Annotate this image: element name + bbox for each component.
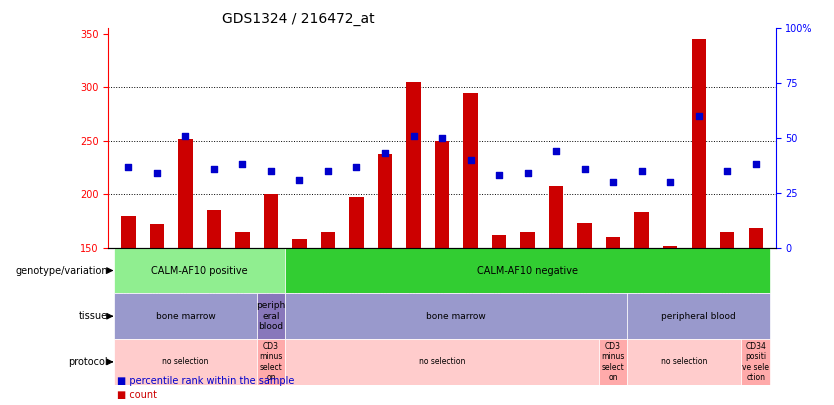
Point	[236, 161, 249, 168]
Text: protocol: protocol	[68, 357, 108, 367]
Point	[550, 148, 563, 154]
Text: ■ count: ■ count	[117, 390, 157, 400]
Bar	[741, 339, 770, 385]
Bar	[577, 223, 591, 248]
Bar	[435, 141, 450, 248]
Point	[379, 150, 392, 157]
Point	[578, 166, 591, 172]
Point	[749, 161, 762, 168]
Bar	[635, 212, 649, 248]
Bar	[627, 339, 741, 385]
Text: CD34
positi
ve sele
ction: CD34 positi ve sele ction	[742, 342, 769, 382]
Point	[521, 170, 535, 176]
Point	[606, 179, 620, 185]
Bar	[114, 293, 257, 339]
Point	[464, 157, 477, 163]
Point	[664, 179, 677, 185]
Text: no selection: no selection	[419, 357, 465, 367]
Point	[435, 135, 449, 141]
Point	[492, 172, 505, 179]
Text: no selection: no selection	[661, 357, 707, 367]
Bar	[257, 293, 285, 339]
Text: CD3
minus
select
on: CD3 minus select on	[259, 342, 283, 382]
Bar	[599, 339, 627, 385]
Bar	[464, 92, 478, 248]
Bar	[663, 245, 677, 248]
Point	[207, 166, 220, 172]
Point	[178, 132, 192, 139]
Text: ■ percentile rank within the sample: ■ percentile rank within the sample	[117, 375, 294, 386]
Bar	[264, 194, 278, 248]
Bar	[349, 197, 364, 248]
Point	[721, 168, 734, 174]
Text: GDS1324 / 216472_at: GDS1324 / 216472_at	[222, 12, 374, 26]
Bar	[285, 339, 599, 385]
Bar	[114, 339, 257, 385]
Bar	[114, 248, 285, 293]
Text: CALM-AF10 negative: CALM-AF10 negative	[477, 266, 578, 275]
Text: bone marrow: bone marrow	[426, 312, 486, 321]
Point	[635, 168, 648, 174]
Text: bone marrow: bone marrow	[155, 312, 215, 321]
Bar	[492, 235, 506, 248]
Bar	[150, 224, 164, 248]
Bar	[207, 210, 221, 248]
Bar	[691, 39, 706, 248]
Text: CALM-AF10 positive: CALM-AF10 positive	[151, 266, 248, 275]
Bar	[321, 232, 335, 248]
Point	[321, 168, 334, 174]
Bar	[257, 339, 285, 385]
Bar	[606, 237, 620, 248]
Text: tissue: tissue	[78, 311, 108, 321]
Bar	[285, 293, 627, 339]
Bar	[720, 232, 734, 248]
Text: peripheral blood: peripheral blood	[661, 312, 736, 321]
Bar	[406, 82, 420, 248]
Point	[264, 168, 278, 174]
Point	[407, 132, 420, 139]
Point	[349, 163, 363, 170]
Point	[122, 163, 135, 170]
Bar	[293, 239, 307, 248]
Text: CD3
minus
select
on: CD3 minus select on	[601, 342, 625, 382]
Point	[692, 113, 706, 119]
Text: periph
eral
blood: periph eral blood	[256, 301, 285, 331]
Bar	[378, 153, 392, 248]
Text: genotype/variation: genotype/variation	[15, 266, 108, 275]
Point	[293, 177, 306, 183]
Bar	[121, 215, 135, 248]
Text: no selection: no selection	[163, 357, 208, 367]
Bar	[235, 232, 249, 248]
Bar	[627, 293, 770, 339]
Bar	[285, 248, 770, 293]
Point	[150, 170, 163, 176]
Bar	[178, 139, 193, 248]
Bar	[520, 232, 535, 248]
Bar	[749, 228, 763, 248]
Bar	[549, 185, 563, 248]
